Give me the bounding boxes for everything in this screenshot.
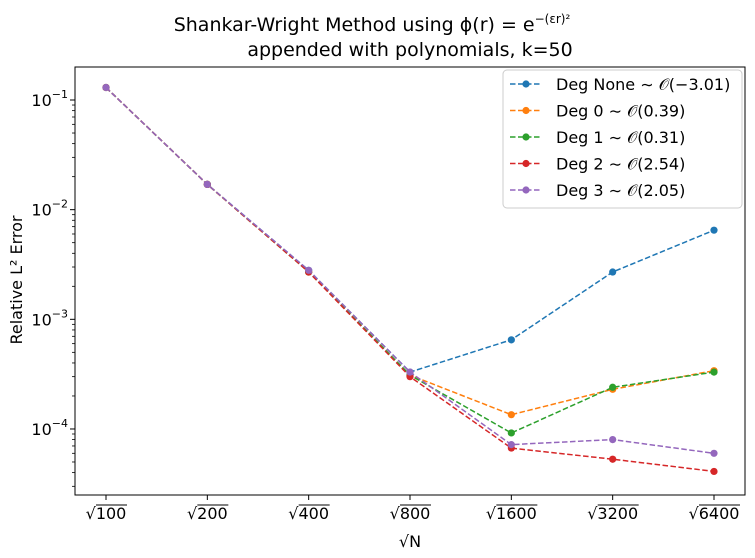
- legend-marker: [522, 106, 530, 115]
- y-tick-label: 10−3: [31, 307, 68, 329]
- x-tick-label: √800: [390, 504, 431, 523]
- chart-title-main: Shankar-Wright Method using ϕ(r) = e: [174, 14, 535, 36]
- data-point: [609, 383, 617, 391]
- chart-title-line2: appended with polynomials, k=50: [247, 39, 572, 61]
- x-tick-label: √6400: [689, 504, 740, 523]
- chart-title-exponent: −(εr)²: [535, 12, 571, 26]
- x-axis-label: √N: [399, 532, 421, 551]
- series-layer: [102, 83, 718, 476]
- x-tick-label: √200: [187, 504, 228, 523]
- legend-label: Deg 2 ∼ 𝒪(2.54): [556, 155, 685, 174]
- legend-marker: [522, 186, 530, 194]
- x-axis: √100 √200 √400 √800 √1600 √3200 √6400: [86, 495, 740, 523]
- x-tick-label: √400: [288, 504, 329, 523]
- data-point: [710, 368, 718, 376]
- y-tick-label: 10−4: [31, 417, 68, 439]
- data-point: [507, 411, 515, 419]
- data-point: [406, 368, 414, 376]
- legend-label: Deg 1 ∼ 𝒪(0.31): [556, 128, 685, 147]
- y-tick-label: 10−2: [31, 198, 68, 220]
- y-axis: 10−1 10−2 10−3 10−4: [31, 88, 75, 487]
- y-tick-label: 10−1: [31, 88, 68, 110]
- legend-label: Deg 0 ∼ 𝒪(0.39): [556, 102, 685, 121]
- data-point: [102, 83, 110, 92]
- legend-label: Deg 3 ∼ 𝒪(2.05): [556, 181, 685, 200]
- data-point: [710, 226, 718, 234]
- data-point: [710, 467, 718, 476]
- data-point: [305, 266, 313, 274]
- x-tick-label: √1600: [486, 504, 537, 523]
- data-point: [507, 441, 515, 449]
- chart-title-line1: Shankar-Wright Method using ϕ(r) = e−(εr…: [174, 12, 571, 36]
- legend: Deg None ∼ 𝒪(−3.01) Deg 0 ∼ 𝒪(0.39) Deg 1 …: [502, 69, 743, 209]
- x-tick-label: √3200: [587, 504, 638, 523]
- data-point: [507, 429, 515, 437]
- legend-marker: [522, 133, 530, 141]
- legend-box: [502, 69, 743, 209]
- y-axis-label: Relative L² Error: [7, 215, 26, 344]
- data-point: [203, 180, 211, 188]
- legend-label: Deg None ∼ 𝒪(−3.01): [556, 75, 730, 94]
- data-point: [609, 436, 617, 444]
- legend-marker: [522, 159, 530, 168]
- data-point: [609, 455, 617, 463]
- data-point: [710, 449, 718, 457]
- legend-marker: [522, 80, 530, 88]
- data-point: [609, 268, 617, 276]
- x-tick-label: √100: [86, 504, 127, 523]
- data-point: [507, 336, 515, 344]
